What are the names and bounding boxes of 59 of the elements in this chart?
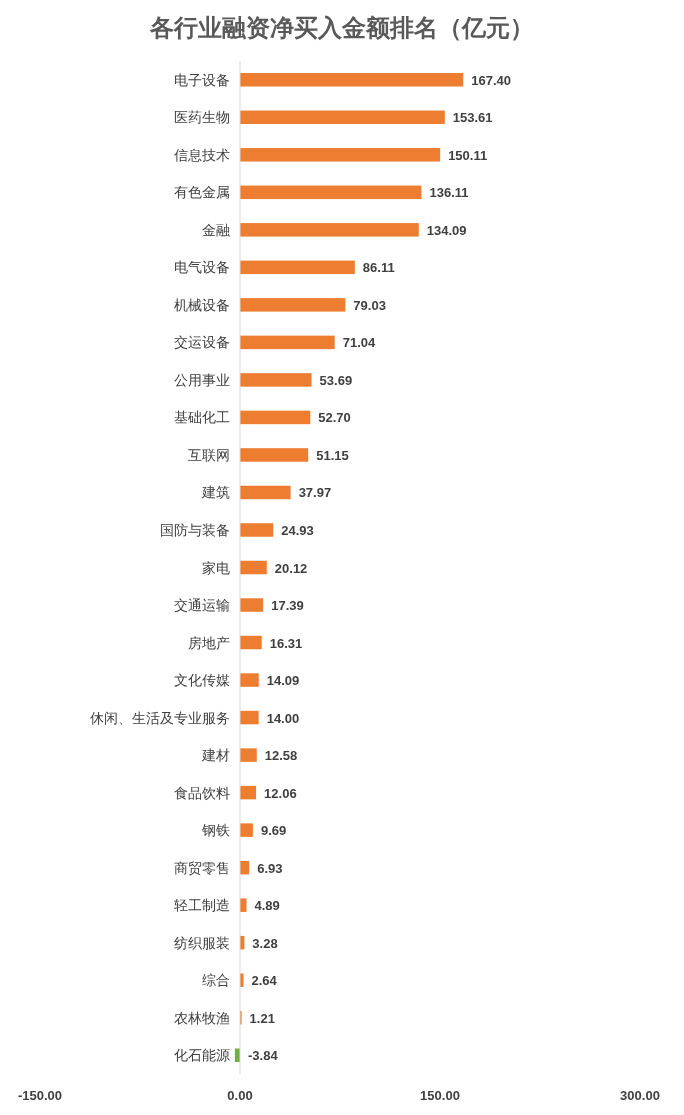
y-tick-label: 商贸零售 [174, 859, 230, 876]
y-tick-label: 轻工制造 [174, 897, 230, 914]
y-tick-label: 互联网 [188, 446, 230, 463]
data-label: 3.28 [252, 935, 278, 951]
y-tick-label: 公用事业 [174, 371, 230, 388]
y-tick-label: 医药生物 [174, 109, 230, 126]
y-tick-label: 交通运输 [174, 597, 230, 614]
data-label: 6.93 [257, 860, 283, 876]
y-tick-label: 纺织服装 [174, 934, 230, 951]
y-tick-label: 电气设备 [174, 259, 230, 276]
y-tick-label: 化石能源 [174, 1047, 230, 1064]
data-label: 12.58 [264, 748, 298, 764]
data-label: 4.89 [254, 898, 280, 914]
data-label: 14.00 [266, 710, 300, 726]
chart-title: 各行业融资净买入金额排名（亿元） [149, 14, 534, 41]
y-tick-label: 电子设备 [174, 71, 230, 88]
data-label: 2.64 [251, 973, 278, 989]
y-tick-label: 房地产 [188, 634, 230, 651]
data-label: 51.15 [316, 447, 349, 463]
x-tick-label: 0.00 [227, 1088, 253, 1103]
y-tick-label: 机械设备 [174, 296, 230, 313]
y-tick-label: 交运设备 [174, 334, 230, 351]
data-label: 16.31 [269, 635, 303, 651]
y-tick-label: 国防与装备 [160, 521, 230, 538]
y-tick-label: 建筑 [201, 484, 230, 501]
y-tick-label: 建材 [201, 747, 230, 764]
data-label: 71.04 [342, 335, 377, 351]
x-tick-label: -150.00 [17, 1088, 63, 1103]
y-tick-label: 基础化工 [174, 409, 230, 426]
data-label: 12.06 [264, 785, 297, 801]
y-tick-label: 休闲、生活及专业服务 [90, 709, 230, 726]
data-label: 52.70 [318, 410, 351, 426]
y-tick-label: 金融 [202, 221, 230, 238]
data-label: 136.11 [429, 185, 469, 201]
data-label: 53.69 [319, 372, 353, 388]
data-label: 153.61 [452, 110, 493, 126]
data-label: 24.93 [281, 522, 314, 538]
data-label: -3.84 [248, 1048, 279, 1064]
y-tick-label: 农林牧渔 [174, 1009, 230, 1026]
data-label: 150.11 [448, 147, 488, 163]
y-tick-label: 文化传媒 [174, 672, 230, 689]
y-tick-label: 食品饮料 [174, 784, 230, 801]
data-label: 37.97 [298, 485, 332, 501]
data-label: 1.21 [249, 1010, 275, 1026]
data-label: 79.03 [353, 297, 386, 313]
y-tick-label: 家电 [202, 559, 230, 576]
data-label: 14.09 [266, 673, 300, 689]
data-label: 20.12 [274, 560, 308, 576]
y-tick-label: 综合 [202, 972, 230, 989]
y-tick-label: 有色金属 [174, 184, 230, 201]
y-tick-label: 钢铁 [201, 822, 230, 839]
data-label: 167.40 [471, 72, 511, 88]
data-label: 17.39 [271, 598, 304, 614]
data-label: 134.09 [426, 222, 467, 238]
y-tick-label: 信息技术 [174, 146, 230, 163]
x-tick-label: 150.00 [420, 1088, 460, 1103]
data-label: 86.11 [362, 260, 395, 276]
data-label: 9.69 [260, 823, 287, 839]
x-tick-label: 300.00 [620, 1088, 660, 1103]
